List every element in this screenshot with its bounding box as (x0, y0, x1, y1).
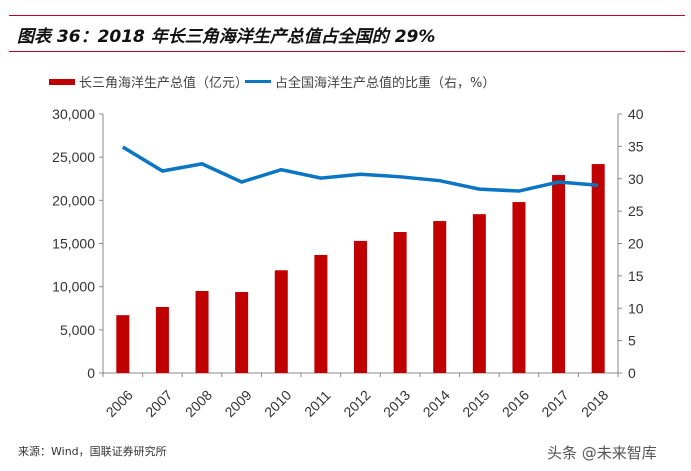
x-tick-label: 2017 (538, 387, 571, 420)
left-tick-label: 15,000 (52, 236, 95, 252)
x-tick-label: 2014 (420, 387, 453, 420)
right-tick-label: 15 (628, 268, 644, 284)
right-tick-label: 10 (628, 300, 644, 316)
bar-2009 (235, 292, 249, 373)
bar-2010 (274, 270, 288, 373)
x-tick-label: 2007 (142, 387, 175, 420)
left-tick-label: 20,000 (52, 192, 95, 208)
left-tick-label: 10,000 (52, 279, 95, 295)
bar-2013 (393, 232, 407, 373)
right-tick-label: 0 (628, 365, 636, 381)
x-tick-label: 2013 (380, 387, 413, 420)
legend-item-bar: 长三角海洋生产总值（亿元） (49, 72, 248, 91)
bar-2017 (552, 175, 566, 373)
legend-swatch-bar (49, 78, 75, 85)
bar-2008 (195, 290, 209, 373)
bar-2016 (512, 202, 526, 373)
title-rule (9, 51, 685, 52)
x-tick-label: 2011 (301, 387, 334, 420)
left-tick-label: 0 (87, 365, 95, 381)
bar-2006 (116, 315, 130, 373)
x-tick-label: 2008 (182, 387, 215, 420)
right-tick-label: 5 (628, 333, 636, 349)
chart-title: 图表 36：2018 年长三角海洋生产总值占全国的 29% (17, 27, 436, 47)
x-tick-label: 2015 (459, 387, 492, 420)
right-tick-label: 35 (628, 138, 644, 154)
ratio-line (121, 145, 599, 193)
source-note: 来源：Wind，国联证券研究所 (18, 445, 167, 458)
right-tick-label: 40 (628, 106, 644, 122)
left-tick-label: 30,000 (52, 106, 95, 122)
right-tick-label: 25 (628, 203, 644, 219)
bar-2007 (155, 306, 169, 373)
bar-2011 (314, 254, 328, 373)
legend-item-line: 占全国海洋生产总值的比重（右，%） (245, 72, 495, 91)
right-tick-label: 20 (628, 236, 644, 252)
bar-2015 (472, 214, 486, 373)
top-rule (9, 15, 685, 16)
legend-label-bar: 长三角海洋生产总值（亿元） (79, 76, 249, 91)
left-tick-label: 25,000 (52, 149, 95, 165)
x-tick-label: 2012 (340, 387, 373, 420)
bar-2018 (591, 164, 605, 373)
legend-swatch-line (245, 80, 271, 83)
x-tick-label: 2009 (221, 387, 254, 420)
legend-label-line: 占全国海洋生产总值的比重（右，%） (275, 76, 496, 91)
bar-2014 (433, 221, 447, 373)
x-tick-label: 2010 (261, 387, 294, 420)
watermark: 头条 @未来智库 (547, 444, 657, 462)
right-tick-label: 30 (628, 171, 644, 187)
left-tick-label: 5,000 (60, 322, 95, 338)
x-tick-label: 2006 (103, 387, 136, 420)
x-tick-label: 2016 (499, 387, 532, 420)
x-tick-label: 2018 (578, 387, 611, 420)
bar-2012 (354, 240, 367, 373)
